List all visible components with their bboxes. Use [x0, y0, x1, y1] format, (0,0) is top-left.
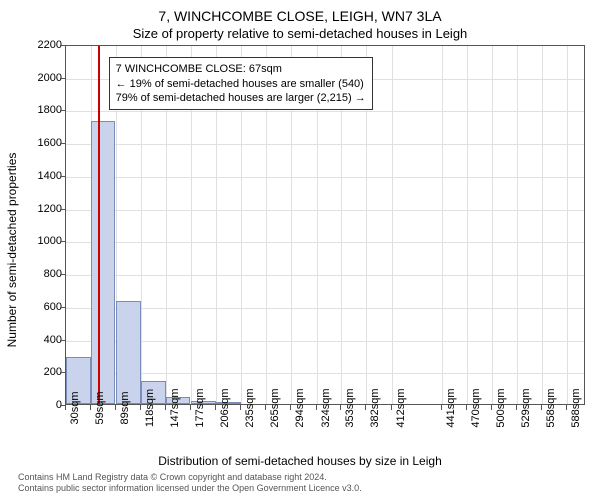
y-tick-mark [60, 143, 65, 144]
footer-attribution: Contains HM Land Registry data © Crown c… [18, 472, 362, 495]
gridline-h [66, 373, 584, 374]
y-tick-label: 2200 [38, 39, 62, 51]
annotation-line: 7 WINCHCOMBE CLOSE: 67sqm [116, 62, 366, 76]
y-tick-mark [60, 372, 65, 373]
gridline-h [66, 177, 584, 178]
gridline-v [442, 46, 443, 404]
x-tick-mark [391, 405, 392, 410]
x-tick-label: 441sqm [445, 388, 457, 427]
x-tick-mark [516, 405, 517, 410]
y-tick-mark [60, 241, 65, 242]
gridline-h [66, 111, 584, 112]
x-tick-label: 353sqm [344, 388, 356, 427]
x-tick-mark [115, 405, 116, 410]
gridline-h [66, 144, 584, 145]
x-tick-mark [240, 405, 241, 410]
x-tick-label: 500sqm [495, 388, 507, 427]
histogram-bar [116, 301, 141, 404]
x-tick-label: 147sqm [169, 388, 181, 427]
footer-line2: Contains public sector information licen… [18, 483, 362, 494]
y-axis-label: Number of semi-detached properties [5, 153, 19, 348]
annotation-line: 79% of semi-detached houses are larger (… [116, 91, 366, 105]
plot-area: 7 WINCHCOMBE CLOSE: 67sqm← 19% of semi-d… [65, 45, 585, 405]
x-tick-mark [190, 405, 191, 410]
x-tick-label: 529sqm [520, 388, 532, 427]
annotation-line: ← 19% of semi-detached houses are smalle… [116, 77, 366, 91]
subject-marker-line [98, 46, 100, 404]
y-tick-label: 1800 [38, 104, 62, 116]
gridline-v [492, 46, 493, 404]
x-tick-mark [316, 405, 317, 410]
y-tick-mark [60, 78, 65, 79]
x-tick-mark [215, 405, 216, 410]
gridline-h [66, 210, 584, 211]
chart-title-address: 7, WINCHCOMBE CLOSE, LEIGH, WN7 3LA [0, 8, 600, 24]
x-tick-label: 59sqm [94, 391, 106, 424]
y-tick-label: 1600 [38, 137, 62, 149]
y-tick-mark [60, 307, 65, 308]
x-tick-mark [491, 405, 492, 410]
y-tick-mark [60, 340, 65, 341]
y-tick-label: 1000 [38, 235, 62, 247]
x-tick-label: 588sqm [570, 388, 582, 427]
gridline-h [66, 242, 584, 243]
x-tick-mark [441, 405, 442, 410]
x-tick-label: 265sqm [269, 388, 281, 427]
x-tick-label: 177sqm [194, 388, 206, 427]
chart-title-subtitle: Size of property relative to semi-detach… [0, 26, 600, 41]
x-tick-mark [165, 405, 166, 410]
y-tick-label: 1200 [38, 203, 62, 215]
x-tick-label: 118sqm [144, 389, 156, 427]
x-tick-mark [566, 405, 567, 410]
gridline-v [517, 46, 518, 404]
gridline-h [66, 341, 584, 342]
y-tick-label: 2000 [38, 72, 62, 84]
gridline-v [567, 46, 568, 404]
x-tick-label: 470sqm [470, 388, 482, 427]
x-tick-label: 412sqm [395, 388, 407, 427]
x-tick-label: 558sqm [545, 388, 557, 427]
x-tick-label: 324sqm [320, 388, 332, 427]
x-tick-mark [265, 405, 266, 410]
x-tick-mark [541, 405, 542, 410]
gridline-h [66, 308, 584, 309]
gridline-v [392, 46, 393, 404]
y-tick-mark [60, 45, 65, 46]
x-tick-mark [365, 405, 366, 410]
x-tick-label: 206sqm [219, 388, 231, 427]
x-tick-label: 30sqm [69, 391, 81, 424]
y-tick-mark [60, 176, 65, 177]
x-axis-label: Distribution of semi-detached houses by … [0, 454, 600, 468]
footer-line1: Contains HM Land Registry data © Crown c… [18, 472, 362, 483]
x-tick-mark [65, 405, 66, 410]
y-tick-mark [60, 209, 65, 210]
chart-container: 7, WINCHCOMBE CLOSE, LEIGH, WN7 3LA Size… [0, 0, 600, 500]
gridline-v [542, 46, 543, 404]
y-tick-label: 1400 [38, 170, 62, 182]
y-tick-mark [60, 110, 65, 111]
x-tick-label: 235sqm [244, 388, 256, 427]
histogram-bar [91, 121, 116, 404]
y-tick-mark [60, 274, 65, 275]
x-tick-mark [290, 405, 291, 410]
x-tick-mark [340, 405, 341, 410]
x-tick-label: 382sqm [369, 388, 381, 427]
x-tick-mark [140, 405, 141, 410]
x-tick-label: 294sqm [294, 388, 306, 427]
gridline-h [66, 275, 584, 276]
x-tick-mark [466, 405, 467, 410]
gridline-v [467, 46, 468, 404]
annotation-infobox: 7 WINCHCOMBE CLOSE: 67sqm← 19% of semi-d… [109, 57, 373, 110]
x-tick-mark [90, 405, 91, 410]
x-tick-label: 89sqm [119, 391, 131, 424]
